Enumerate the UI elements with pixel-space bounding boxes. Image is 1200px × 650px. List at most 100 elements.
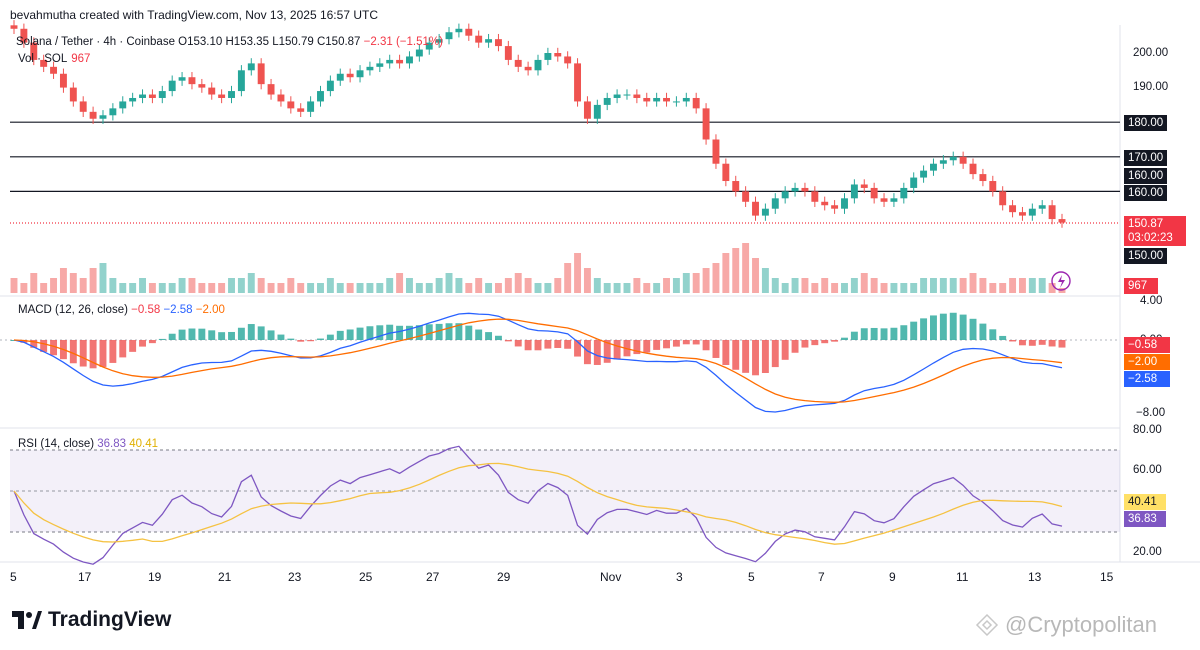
tradingview-logo[interactable]: TradingView bbox=[12, 608, 171, 632]
rsi-ma-line bbox=[13, 462, 1063, 545]
volume-bar bbox=[811, 283, 819, 293]
rsi-legend: RSI (14, close) 36.83 40.41 bbox=[18, 438, 158, 450]
volume-bar bbox=[524, 278, 532, 293]
macd-hist-bar bbox=[1009, 340, 1017, 342]
candle-body bbox=[445, 32, 453, 40]
volume-bar bbox=[178, 278, 186, 293]
volume-bar bbox=[148, 283, 156, 293]
macd-hist-bar bbox=[257, 326, 265, 340]
price-tick: 190.00 bbox=[1133, 81, 1169, 93]
macd-hist-bar bbox=[336, 330, 344, 340]
level-tag-160b[interactable]: 160.00 bbox=[1124, 185, 1168, 201]
level-tag-170[interactable]: 170.00 bbox=[1124, 150, 1168, 166]
level-tag-150[interactable]: 150.00 bbox=[1124, 248, 1168, 264]
macd-hist-bar bbox=[30, 340, 38, 348]
candle-body bbox=[959, 156, 967, 164]
volume-bar bbox=[198, 283, 206, 293]
level-tag-180[interactable]: 180.00 bbox=[1124, 115, 1168, 131]
macd-hist-bar bbox=[939, 313, 947, 340]
macd-hist-bar bbox=[831, 340, 839, 342]
rsi-tick: 60.00 bbox=[1133, 464, 1162, 476]
candle-body bbox=[969, 163, 977, 175]
macd-hist-bar bbox=[900, 325, 908, 340]
macd-hist-bar bbox=[920, 318, 928, 340]
candle-body bbox=[475, 35, 483, 43]
candle-body bbox=[435, 39, 443, 43]
candle-body bbox=[841, 198, 848, 209]
macd-hist-bar bbox=[406, 325, 413, 340]
macd-hist-bar bbox=[811, 340, 819, 346]
macd-hist-bar bbox=[524, 340, 532, 351]
macd-histogram bbox=[10, 312, 1066, 376]
macd-label: MACD (12, 26, close) bbox=[18, 304, 128, 316]
macd-hist-bar bbox=[712, 340, 720, 358]
candle-body bbox=[50, 66, 58, 74]
macd-hist-bar bbox=[277, 334, 285, 340]
macd-tick: 4.00 bbox=[1140, 295, 1163, 307]
macd-hist-bar bbox=[297, 340, 305, 342]
volume-bar bbox=[860, 273, 868, 293]
last-price-tag[interactable]: 150.87 03:02:23 bbox=[1124, 216, 1186, 246]
volume-bar bbox=[139, 278, 146, 293]
volume-bar bbox=[544, 283, 552, 293]
volume-bar bbox=[59, 268, 67, 293]
candle-body bbox=[139, 94, 146, 98]
macd-hist-bar bbox=[821, 340, 829, 344]
volume-bar bbox=[554, 278, 562, 293]
macd-hist-bar bbox=[139, 340, 146, 347]
volume-bar bbox=[465, 283, 473, 293]
macd-hist-bar bbox=[534, 340, 542, 351]
macd-hist-bar bbox=[109, 340, 117, 363]
volume-bar bbox=[1009, 278, 1017, 293]
macd-legend: MACD (12, 26, close) −0.58 −2.58 −2.00 bbox=[18, 304, 225, 316]
candle-countdown: 03:02:23 bbox=[1128, 232, 1173, 244]
volume-bar bbox=[267, 283, 275, 293]
macd-hist-bar bbox=[593, 340, 601, 365]
volume-bar bbox=[722, 253, 730, 293]
volume-bar bbox=[801, 278, 809, 293]
level-tag-160a[interactable]: 160.00 bbox=[1124, 168, 1168, 184]
volume-bar bbox=[475, 278, 483, 293]
macd-hist-bar bbox=[228, 331, 235, 340]
volume-bar bbox=[870, 278, 878, 293]
macd-hist-bar bbox=[692, 340, 700, 345]
binance-diamond-icon bbox=[975, 613, 999, 637]
macd-hist-bar bbox=[672, 340, 680, 347]
volume-bar bbox=[791, 278, 799, 293]
volume-bar bbox=[732, 248, 740, 293]
volume-bar bbox=[831, 283, 839, 293]
volume-bar bbox=[237, 278, 245, 293]
candle-body bbox=[524, 66, 532, 71]
candle-body bbox=[158, 91, 166, 98]
macd-hist-bar bbox=[752, 340, 759, 376]
macd-hist-bar bbox=[425, 324, 433, 340]
change-value: −2.31 (−1.51%) bbox=[363, 36, 443, 48]
volume-bar bbox=[504, 278, 512, 293]
candle-body bbox=[613, 94, 621, 98]
volume-bar bbox=[900, 283, 908, 293]
macd-hist-bar bbox=[475, 329, 483, 340]
candle-body bbox=[257, 63, 265, 85]
candle-body bbox=[356, 70, 364, 78]
candle-body bbox=[920, 170, 928, 178]
low-value: L150.79 bbox=[272, 36, 314, 48]
volume-bar bbox=[574, 253, 582, 293]
macd-hist-bar bbox=[989, 329, 997, 340]
macd-hist-bar bbox=[267, 330, 275, 340]
volume-label: Vol · SOL bbox=[18, 53, 68, 65]
volume-bar bbox=[356, 283, 364, 293]
candle-body bbox=[989, 181, 997, 192]
macd-hist-bar bbox=[317, 338, 324, 340]
volume-bar bbox=[1038, 278, 1046, 293]
volume-bar bbox=[880, 283, 888, 293]
macd-hist-bar bbox=[356, 327, 364, 340]
volume-bar bbox=[920, 278, 928, 293]
macd-hist-bar bbox=[514, 340, 522, 347]
macd-hist-bar bbox=[1018, 340, 1026, 346]
volume-bar bbox=[386, 278, 394, 293]
volume-bar bbox=[613, 283, 621, 293]
volume-bar bbox=[663, 278, 670, 293]
candle-body bbox=[198, 84, 206, 88]
macd-hist-bar bbox=[850, 331, 858, 340]
